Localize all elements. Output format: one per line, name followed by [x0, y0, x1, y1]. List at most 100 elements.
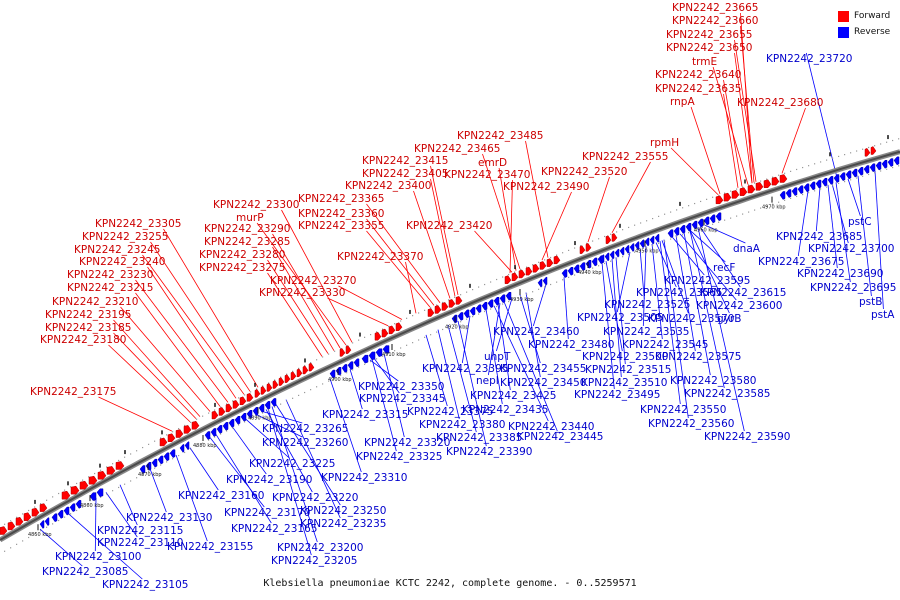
- guide-dot-upper: [28, 509, 30, 512]
- forward-gene: [723, 192, 732, 202]
- guide-dot-upper: [64, 489, 66, 491]
- forward-leader-line: [338, 285, 403, 320]
- guide-dot-lower: [64, 516, 66, 518]
- reverse-genes: [39, 156, 900, 529]
- reverse-leader-line: [659, 241, 681, 405]
- guide-dot-lower: [238, 424, 240, 426]
- forward-gene: [504, 275, 512, 284]
- reverse-gene: [270, 398, 277, 407]
- forward-leader-line: [108, 344, 191, 423]
- reverse-label-kpn2242-23480: KPN2242_23480: [528, 339, 614, 351]
- guide-dot-upper: [136, 450, 138, 452]
- guide-dot-lower: [838, 182, 840, 185]
- forward-leader-line: [135, 292, 221, 407]
- forward-leader-line: [113, 319, 201, 417]
- guide-dot-upper: [562, 252, 564, 254]
- reverse-label-kpn2242-23580: KPN2242_23580: [670, 375, 756, 387]
- reverse-leader-line: [704, 224, 746, 244]
- guide-dot-lower: [112, 490, 114, 492]
- guide-dot-lower: [826, 186, 828, 188]
- reverse-leader-line: [835, 182, 851, 283]
- guide-dot-lower: [688, 232, 690, 234]
- guide-dot-upper: [418, 312, 420, 314]
- reverse-gene: [96, 488, 104, 498]
- forward-leader-line: [413, 190, 451, 299]
- guide-dot-lower: [88, 503, 90, 505]
- forward-label-kpn2242-23465: KPN2242_23465: [414, 143, 500, 155]
- forward-leader-lines: [98, 12, 806, 432]
- guide-dot-lower: [532, 291, 534, 293]
- forward-label-kpn2242-23275: KPN2242_23275: [199, 262, 285, 274]
- guide-dot-upper: [622, 229, 624, 231]
- guide-dot-upper: [892, 139, 894, 142]
- reverse-gene: [685, 223, 692, 232]
- guide-dot-upper: [550, 256, 552, 259]
- guide-dot-upper: [850, 152, 852, 154]
- guide-dot-upper: [220, 406, 222, 408]
- reverse-leader-line: [874, 170, 884, 310]
- reverse-gene: [809, 181, 816, 191]
- reverse-gene: [240, 413, 247, 422]
- guide-dot-upper: [814, 163, 816, 165]
- forward-gene: [518, 269, 526, 279]
- guide-dot-lower: [568, 276, 570, 278]
- forward-gene: [539, 261, 547, 270]
- guide-dot-lower: [436, 331, 438, 333]
- guide-dot-upper: [544, 259, 546, 261]
- guide-dot-upper: [718, 194, 720, 196]
- guide-dot-upper: [826, 159, 828, 161]
- reverse-gene: [881, 160, 888, 169]
- reverse-leader-line: [642, 246, 647, 327]
- reverse-gene: [573, 264, 580, 274]
- reverse-label-kpn2242-23445: KPN2242_23445: [517, 431, 603, 443]
- reverse-gene: [604, 252, 610, 262]
- reverse-leader-line: [329, 378, 362, 473]
- reverse-label-kpn2242-23720: KPN2242_23720: [766, 53, 852, 65]
- legend-item-reverse: Reverse: [838, 24, 890, 40]
- reverse-gene: [469, 307, 476, 316]
- reverse-gene: [475, 304, 482, 314]
- guide-dot-lower: [172, 458, 174, 460]
- guide-dot-lower: [256, 415, 258, 417]
- reverse-leader-line: [683, 232, 711, 376]
- guide-dot-upper: [322, 356, 324, 358]
- forward-leader-line: [366, 230, 431, 308]
- reverse-label-kpn2242-23190: KPN2242_23190: [226, 474, 312, 486]
- reverse-labels: KPN2242_23720 KPN2242_23685 pstC KPN2242_23…: [42, 53, 896, 591]
- forward-gene: [511, 272, 519, 282]
- guide-dot-lower: [454, 323, 456, 325]
- forward-gene: [731, 190, 740, 199]
- reverse-leader-line: [371, 358, 397, 452]
- axis-ticks: 4850 kbp 4860 kbp 4870 kbp 4880 kbp 4890 kbp…: [28, 135, 889, 538]
- guide-dot-lower: [754, 209, 756, 211]
- reverse-leader-lines: [39, 52, 884, 580]
- guide-dot-upper: [208, 412, 210, 414]
- guide-dot-upper: [112, 463, 114, 465]
- guide-dot-lower: [484, 310, 486, 313]
- reverse-label-pstc: pstC: [848, 216, 872, 228]
- axis-tick-label: 4950 kbp: [635, 249, 659, 255]
- guide-dot-upper: [190, 421, 192, 423]
- guide-dot-lower: [514, 298, 516, 300]
- guide-dot-upper: [82, 479, 84, 481]
- reverse-gene: [679, 225, 686, 234]
- forward-gene: [553, 255, 561, 265]
- forward-gene: [605, 235, 612, 244]
- forward-label-kpn2242-23415: KPN2242_23415: [362, 155, 448, 167]
- axis-tick-label: 4890 kbp: [248, 415, 272, 421]
- guide-dot-upper: [256, 388, 258, 390]
- reverse-leader-line: [105, 492, 138, 538]
- reverse-label-kpn2242-23380: KPN2242_23380: [419, 419, 505, 431]
- reverse-gene: [845, 170, 852, 180]
- reverse-gene: [654, 234, 660, 243]
- guide-dot-upper: [436, 304, 438, 306]
- guide-dot-upper: [376, 331, 378, 333]
- guide-dot-upper: [766, 178, 768, 180]
- reverse-gene: [493, 296, 500, 306]
- reverse-label-nepi: nepI: [476, 375, 499, 387]
- reverse-gene: [863, 165, 870, 174]
- forward-gene: [747, 184, 756, 194]
- reverse-gene: [375, 348, 383, 358]
- guide-dot-upper: [526, 266, 528, 268]
- guide-dot-lower: [526, 293, 528, 295]
